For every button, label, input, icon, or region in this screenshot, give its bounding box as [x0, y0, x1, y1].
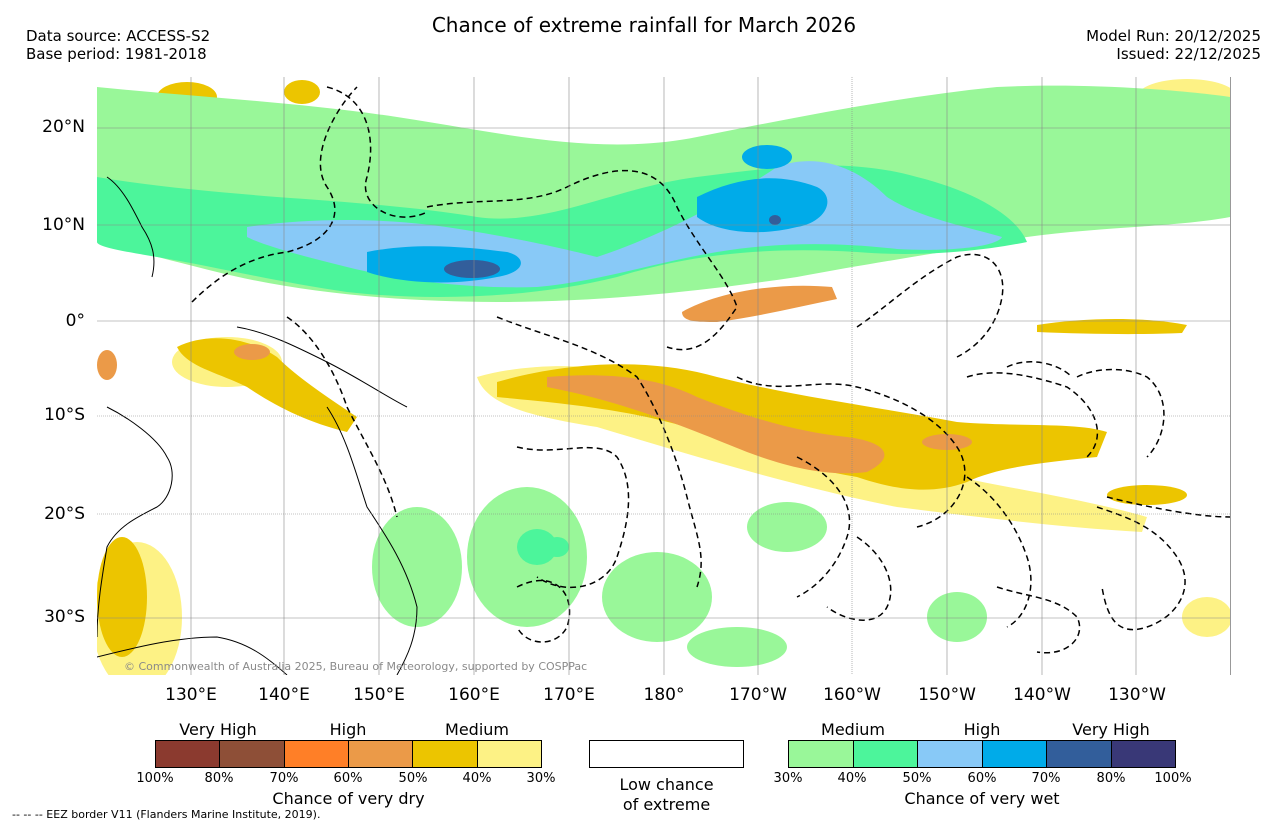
dry-legend-title: Chance of very dry: [272, 789, 425, 808]
wet-pct-label: 50%: [902, 771, 932, 786]
issued-text: Issued: 22/12/2025: [1116, 45, 1261, 63]
dry-swatch: [413, 741, 478, 767]
wet-pct-label: 80%: [1096, 771, 1126, 786]
base-period-text: Base period: 1981-2018: [26, 45, 207, 63]
wet-category-high: High: [963, 720, 1001, 739]
wet-pct-label: 100%: [1154, 771, 1192, 786]
dry-swatch: [348, 741, 414, 767]
low-chance-swatch: [589, 740, 744, 768]
lat-label-20n: 20°N: [42, 117, 85, 137]
wet-swatch: [918, 741, 983, 767]
dry-category-very-high: Very High: [179, 720, 257, 739]
lat-label-10s: 10°S: [44, 405, 85, 425]
lon-label-170w: 170°W: [729, 685, 787, 705]
dry-pct-label: 100%: [136, 771, 174, 786]
wet-colorbar: [788, 740, 1176, 768]
wet-swatch: [1047, 741, 1112, 767]
dry-pct-label: 40%: [462, 771, 492, 786]
map-title: Chance of extreme rainfall for March 202…: [431, 13, 857, 37]
dry-swatch: [477, 741, 541, 767]
copyright-text: © Commonwealth of Australia 2025, Bureau…: [124, 660, 588, 673]
low-chance-label: Low chance of extreme: [589, 775, 744, 815]
wet-pct-label: 30%: [773, 771, 803, 786]
lat-label-equator: 0°: [65, 311, 85, 331]
lon-label-130w: 130°W: [1108, 685, 1166, 705]
lat-label-20s: 20°S: [44, 504, 85, 524]
model-run-text: Model Run: 20/12/2025: [1086, 27, 1261, 45]
wet-category-very-high: Very High: [1072, 720, 1150, 739]
lon-label-160w: 160°W: [823, 685, 881, 705]
eez-borders: [191, 86, 1230, 654]
wet-category-medium: Medium: [821, 720, 885, 739]
gridlines: [97, 77, 1230, 675]
dry-pct-label: 70%: [269, 771, 299, 786]
dry-pct-label: 50%: [398, 771, 428, 786]
dry-swatch: [156, 741, 221, 767]
lon-label-140e: 140°E: [258, 685, 310, 705]
lon-label-130e: 130°E: [165, 685, 217, 705]
lon-label-160e: 160°E: [448, 685, 500, 705]
dry-swatch: [284, 741, 349, 767]
wet-pct-label: 40%: [837, 771, 867, 786]
dry-swatch: [220, 741, 285, 767]
wet-legend-title: Chance of very wet: [904, 789, 1060, 808]
low-chance-line2: of extreme: [622, 795, 711, 814]
eez-border-note: -- -- -- EEZ border V11 (Flanders Marine…: [12, 808, 321, 821]
wet-70-80-areas: [444, 215, 781, 278]
dry-pct-label: 80%: [204, 771, 234, 786]
source-info: Data source: ACCESS-S2 Base period: 1981…: [26, 27, 210, 63]
lon-label-180: 180°: [643, 685, 685, 705]
wet-swatch: [982, 741, 1047, 767]
wet-pct-label: 70%: [1031, 771, 1061, 786]
wet-swatch: [789, 741, 854, 767]
lat-label-10n: 10°N: [42, 215, 85, 235]
dry-pct-label: 60%: [333, 771, 363, 786]
lon-label-150e: 150°E: [353, 685, 405, 705]
dry-category-medium: Medium: [445, 720, 509, 739]
lon-label-150w: 150°W: [918, 685, 976, 705]
dry-50-60-areas: [97, 285, 972, 474]
wet-pct-label: 60%: [967, 771, 997, 786]
wet-swatch: [1111, 741, 1175, 767]
dry-pct-label: 30%: [526, 771, 556, 786]
rainfall-map: [97, 77, 1231, 675]
dry-category-high: High: [329, 720, 367, 739]
run-info: Model Run: 20/12/2025 Issued: 22/12/2025: [1086, 27, 1261, 63]
lon-label-140w: 140°W: [1013, 685, 1071, 705]
wet-swatch: [853, 741, 918, 767]
lon-label-170e: 170°E: [543, 685, 595, 705]
data-source-text: Data source: ACCESS-S2: [26, 27, 211, 45]
low-chance-line1: Low chance: [619, 775, 714, 794]
dry-colorbar: [155, 740, 542, 768]
lat-label-30s: 30°S: [44, 607, 85, 627]
